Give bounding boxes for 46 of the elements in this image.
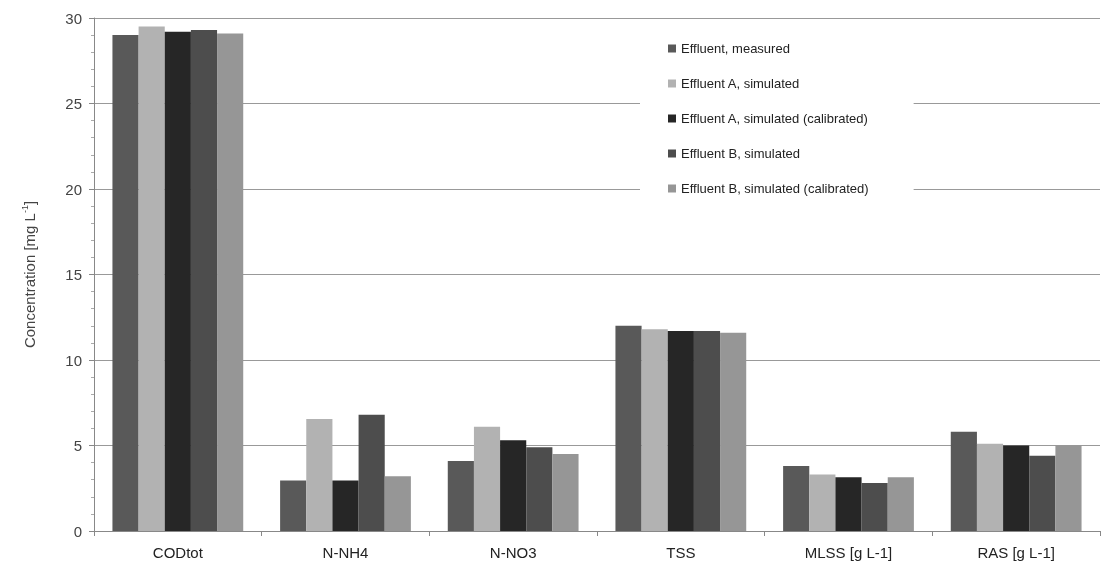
y-tick-label: 25 bbox=[65, 95, 82, 112]
y-tick-label: 30 bbox=[65, 9, 82, 27]
bar bbox=[641, 329, 668, 531]
bar bbox=[950, 431, 977, 531]
bar bbox=[835, 477, 862, 531]
x-tick-label: MLSS [g L-1] bbox=[804, 544, 893, 561]
legend-label: Effluent B, simulated (calibrated) bbox=[681, 181, 869, 196]
y-tick-label: 10 bbox=[65, 351, 82, 369]
x-tick-label: TSS bbox=[666, 544, 696, 561]
bar bbox=[306, 419, 333, 531]
bar bbox=[783, 466, 810, 531]
bar bbox=[615, 325, 642, 531]
bar bbox=[473, 426, 501, 531]
x-tick-label: N-NH4 bbox=[322, 544, 369, 561]
bar bbox=[138, 26, 165, 531]
bar bbox=[861, 483, 888, 531]
bar bbox=[358, 414, 385, 531]
legend-label: Effluent A, simulated bbox=[681, 76, 800, 91]
x-tick-label: CODtot bbox=[152, 544, 204, 561]
bar bbox=[384, 476, 411, 531]
bar bbox=[667, 330, 694, 531]
y-tick-label: 0 bbox=[73, 522, 82, 540]
y-axis-title: Concentration [mg L-1] bbox=[19, 200, 38, 349]
y-tick-label: 20 bbox=[65, 180, 82, 198]
legend-label: Effluent, measured bbox=[681, 41, 790, 56]
bar bbox=[332, 480, 359, 531]
bar bbox=[526, 447, 553, 531]
y-tick-label: 5 bbox=[73, 437, 82, 454]
bar bbox=[112, 35, 139, 531]
legend-label: Effluent B, simulated bbox=[681, 146, 800, 161]
bar bbox=[887, 477, 914, 531]
bar bbox=[693, 330, 721, 531]
bar bbox=[809, 474, 836, 531]
legend-label: Effluent A, simulated (calibrated) bbox=[681, 111, 868, 126]
bar bbox=[1029, 455, 1056, 531]
x-tick-label: RAS [g L-1] bbox=[977, 544, 1055, 561]
bar bbox=[164, 31, 191, 531]
y-tick-label: 15 bbox=[65, 266, 82, 283]
bar bbox=[1003, 445, 1030, 531]
x-tick-label: N-NO3 bbox=[489, 544, 537, 561]
bar bbox=[447, 460, 474, 531]
bar bbox=[280, 480, 307, 531]
bar bbox=[552, 454, 579, 531]
bar bbox=[190, 29, 218, 531]
bar bbox=[976, 443, 1004, 531]
bar bbox=[500, 440, 527, 531]
